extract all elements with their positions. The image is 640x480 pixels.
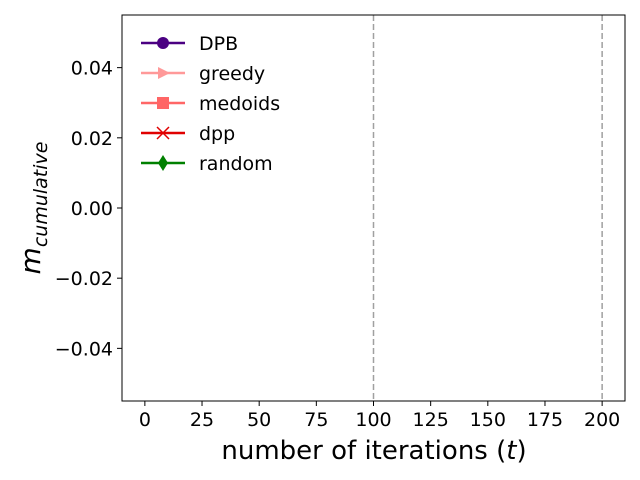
y-axis-label: mcumulative — [14, 142, 52, 275]
legend-item-random: random — [141, 153, 273, 175]
legend-marker-diamond — [158, 155, 168, 171]
legend-marker-square — [157, 97, 169, 109]
y-axis-ticks: 0.04 0.02 0.00 −0.02 −0.04 — [55, 58, 122, 360]
x-tick-label: 75 — [304, 409, 328, 431]
legend-label: random — [199, 153, 273, 175]
legend-label: medoids — [199, 93, 280, 115]
y-tick-label: 0.04 — [71, 58, 113, 80]
x-axis-label: number of iterations (t) — [221, 436, 526, 466]
legend-item-greedy: greedy — [141, 63, 265, 85]
legend: DPB greedy medoids dpp random — [141, 33, 280, 175]
x-axis-ticks: 0 25 50 75 100 125 150 175 200 — [139, 401, 620, 431]
legend-label: greedy — [199, 63, 265, 85]
y-tick-label: −0.04 — [55, 338, 113, 360]
x-tick-label: 100 — [355, 409, 391, 431]
y-tick-label: 0.00 — [71, 198, 113, 220]
x-tick-label: 175 — [527, 409, 563, 431]
legend-item-DPB: DPB — [141, 33, 238, 55]
legend-marker-x-stroke — [156, 126, 170, 140]
vertical-reference-lines — [372, 15, 603, 401]
y-tick-label: 0.02 — [71, 128, 113, 150]
legend-marker-triangle — [158, 67, 170, 79]
x-tick-label: 200 — [584, 409, 620, 431]
legend-marker-circle — [157, 37, 169, 49]
x-tick-label: 25 — [190, 409, 214, 431]
x-tick-label: 125 — [413, 409, 449, 431]
y-tick-label: −0.02 — [55, 268, 113, 290]
x-tick-label: 50 — [247, 409, 271, 431]
legend-item-dpp: dpp — [141, 123, 235, 145]
x-tick-label: 0 — [139, 409, 151, 431]
legend-label: DPB — [199, 33, 238, 55]
x-tick-label: 150 — [470, 409, 506, 431]
legend-item-medoids: medoids — [141, 93, 280, 115]
legend-label: dpp — [199, 123, 235, 145]
